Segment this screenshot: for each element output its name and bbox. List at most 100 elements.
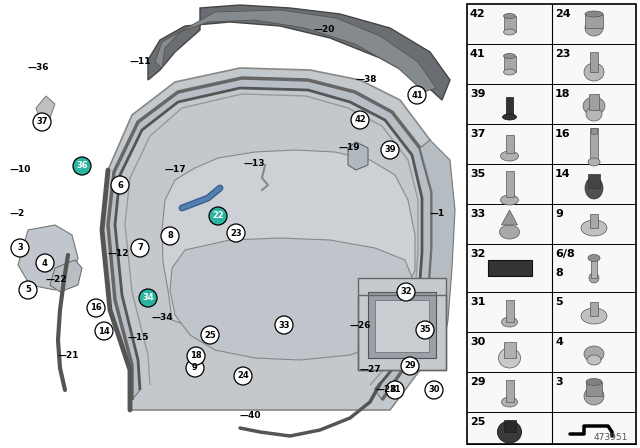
Text: 39: 39 <box>384 146 396 155</box>
Circle shape <box>187 347 205 365</box>
Bar <box>504 420 515 432</box>
Circle shape <box>234 367 252 385</box>
Bar <box>590 128 598 162</box>
Circle shape <box>73 157 91 175</box>
Text: 24: 24 <box>237 371 249 380</box>
Bar <box>590 52 598 72</box>
Ellipse shape <box>584 387 604 405</box>
Text: 9: 9 <box>555 209 563 219</box>
Text: —13: —13 <box>243 159 265 168</box>
Polygon shape <box>162 150 415 336</box>
Text: 33: 33 <box>470 209 485 219</box>
Text: 24: 24 <box>555 9 571 19</box>
Text: —12: —12 <box>108 249 129 258</box>
Text: 5: 5 <box>555 297 563 307</box>
Text: —20: —20 <box>314 26 335 34</box>
Bar <box>368 292 436 358</box>
Ellipse shape <box>588 158 600 166</box>
Text: 39: 39 <box>470 89 486 99</box>
Ellipse shape <box>583 97 605 115</box>
Text: —2: —2 <box>10 208 25 217</box>
Text: 34: 34 <box>142 293 154 302</box>
Circle shape <box>201 326 219 344</box>
Circle shape <box>161 227 179 245</box>
Ellipse shape <box>589 273 599 283</box>
Text: 31: 31 <box>470 297 485 307</box>
Bar <box>488 260 531 276</box>
Circle shape <box>139 289 157 307</box>
Polygon shape <box>102 68 445 410</box>
Bar <box>358 278 446 370</box>
Text: 41: 41 <box>470 49 486 59</box>
Circle shape <box>381 141 399 159</box>
Circle shape <box>275 316 293 334</box>
Text: —21: —21 <box>58 352 79 361</box>
Circle shape <box>186 359 204 377</box>
Polygon shape <box>148 5 450 100</box>
Text: 29: 29 <box>470 377 486 387</box>
Circle shape <box>227 224 245 242</box>
Text: 30: 30 <box>428 385 440 395</box>
Text: 23: 23 <box>230 228 242 237</box>
Circle shape <box>33 113 51 131</box>
Text: 14: 14 <box>98 327 110 336</box>
Ellipse shape <box>500 195 518 205</box>
Text: 30: 30 <box>470 337 485 347</box>
Bar <box>591 258 597 278</box>
Text: 37: 37 <box>470 129 485 139</box>
Ellipse shape <box>497 421 522 443</box>
Text: 32: 32 <box>400 288 412 297</box>
Bar <box>586 382 602 396</box>
Bar <box>504 56 515 72</box>
Circle shape <box>397 283 415 301</box>
Circle shape <box>19 281 37 299</box>
Text: —17: —17 <box>164 165 186 175</box>
Text: 4: 4 <box>42 258 48 267</box>
Bar <box>506 97 513 117</box>
Bar <box>506 171 513 197</box>
Ellipse shape <box>581 308 607 324</box>
Circle shape <box>11 239 29 257</box>
Text: —26: —26 <box>350 320 371 329</box>
Ellipse shape <box>499 348 520 368</box>
Text: —27: —27 <box>360 366 381 375</box>
Text: 18: 18 <box>555 89 570 99</box>
Text: 4: 4 <box>555 337 563 347</box>
Text: 29: 29 <box>404 362 416 370</box>
Text: —28: —28 <box>375 385 397 395</box>
Circle shape <box>416 321 434 339</box>
Ellipse shape <box>499 225 520 239</box>
Bar <box>585 14 603 28</box>
Text: 35: 35 <box>470 169 485 179</box>
Text: 16: 16 <box>555 129 571 139</box>
Text: 6/8: 6/8 <box>555 249 575 259</box>
Ellipse shape <box>581 220 607 236</box>
Text: 8: 8 <box>167 232 173 241</box>
Text: —36: —36 <box>28 64 49 73</box>
Ellipse shape <box>504 13 515 18</box>
Polygon shape <box>420 140 455 370</box>
Ellipse shape <box>585 11 603 17</box>
Text: 14: 14 <box>555 169 571 179</box>
Text: 9: 9 <box>192 363 198 372</box>
Text: 35: 35 <box>419 326 431 335</box>
Polygon shape <box>50 260 82 292</box>
Text: —15: —15 <box>128 333 150 343</box>
Text: —10: —10 <box>10 165 31 175</box>
Text: —19: —19 <box>339 143 360 152</box>
Ellipse shape <box>504 53 515 59</box>
Text: 16: 16 <box>90 303 102 313</box>
Polygon shape <box>155 10 436 92</box>
Text: —11: —11 <box>130 57 152 66</box>
Ellipse shape <box>502 317 518 327</box>
Bar <box>590 214 598 228</box>
Text: 42: 42 <box>470 9 486 19</box>
Bar <box>588 174 600 188</box>
Circle shape <box>209 207 227 225</box>
Text: 25: 25 <box>204 331 216 340</box>
Text: 33: 33 <box>278 320 290 329</box>
Text: 31: 31 <box>389 385 401 395</box>
Polygon shape <box>36 96 55 120</box>
Ellipse shape <box>587 355 601 365</box>
Ellipse shape <box>585 177 603 199</box>
